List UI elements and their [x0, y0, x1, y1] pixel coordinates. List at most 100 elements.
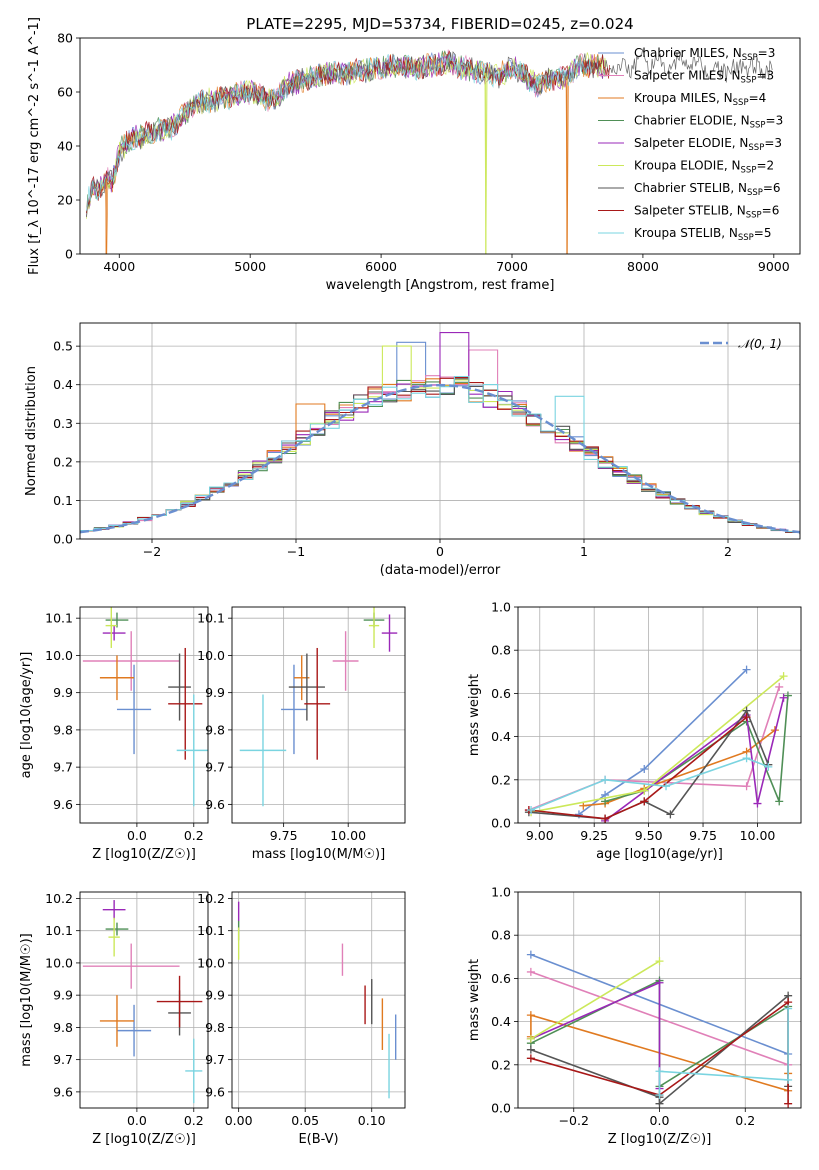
- mass-weight-marker: [783, 691, 792, 700]
- x-tick-label: 10.00: [740, 828, 776, 843]
- y-tick-label: 40: [57, 139, 73, 154]
- x-tick-label: 10.00: [330, 828, 366, 843]
- plot-area: [86, 48, 773, 254]
- y-tick-label: 60: [57, 85, 73, 100]
- legend-entry: Salpeter MILES, NSSP=3: [634, 69, 774, 86]
- errorbar-point: [156, 975, 203, 1028]
- y-tick-label: 9.8: [205, 722, 225, 737]
- axes-frame: [231, 606, 406, 824]
- y-tick-label: 0.4: [491, 1014, 511, 1029]
- y-tick-label: 1.0: [491, 600, 511, 615]
- mass-weight-line: [578, 669, 748, 816]
- x-axis-label: Z [log10(Z/Z☉)]: [608, 1132, 712, 1147]
- y-tick-label: 9.6: [205, 797, 225, 812]
- axes-frame: [79, 891, 209, 1109]
- x-tick-label: −2: [143, 544, 161, 559]
- x-tick-label: −1: [287, 544, 305, 559]
- mass-weight-marker: [784, 1075, 793, 1084]
- y-tick-label: 9.7: [53, 760, 73, 775]
- y-tick-label: 0.2: [53, 454, 73, 469]
- y-tick-label: 9.9: [53, 988, 73, 1003]
- errorbar-point: [185, 1038, 203, 1104]
- x-tick-label: 8000: [627, 259, 659, 274]
- mass-weight-line: [658, 1008, 789, 1095]
- axes-frame: [517, 891, 802, 1109]
- y-tick-label: 1.0: [491, 885, 511, 900]
- mass-weight-marker: [655, 1099, 664, 1108]
- x-tick-label: 0.10: [358, 1113, 386, 1128]
- errorbar-point: [381, 614, 398, 652]
- panel-age-vs-mass: 9.75 10.00 9.6 9.7 9.8 9.9 10.0 10.1 mass [log10…: [197, 606, 406, 862]
- y-tick-label: 0.1: [53, 493, 73, 508]
- y-axis-label: mass weight: [467, 959, 482, 1041]
- mass-weight-marker: [526, 1034, 535, 1043]
- mass-weight-marker: [742, 754, 751, 763]
- mass-weight-line: [604, 697, 785, 822]
- y-tick-label: 9.8: [53, 722, 73, 737]
- normal-reference-curve: [80, 383, 800, 534]
- errorbar-point: [176, 694, 208, 807]
- spectrum-line: [86, 50, 611, 214]
- mass-weight-marker: [655, 957, 664, 966]
- axes-frame: [517, 606, 802, 824]
- x-tick-label: 1: [580, 544, 588, 559]
- panel-mass-vs-ebv: 0.00 0.05 0.10 9.6 9.7 9.8 9.9 10.0 10.1 10.2 E(B-…: [197, 891, 406, 1147]
- mass-weight-marker: [601, 775, 610, 784]
- mass-weight-marker: [640, 765, 649, 773]
- x-tick-label: 4000: [103, 259, 135, 274]
- mass-weight-line: [530, 960, 660, 1040]
- y-tick-label: 10.0: [45, 648, 73, 663]
- errorbar-point: [105, 607, 117, 648]
- mass-weight-line: [530, 757, 769, 811]
- errorbar-point: [281, 664, 307, 755]
- legend-entry: Kroupa MILES, NSSP=4: [634, 91, 766, 108]
- x-tick-label: 6000: [365, 259, 397, 274]
- plot-area: [82, 607, 208, 807]
- errorbar-point: [288, 653, 325, 721]
- legend-entry: Chabrier ELODIE, NSSP=3: [634, 114, 783, 131]
- panel-spectrum: 4000 5000 6000 7000 8000 9000 0 20 40 60 80 Chabrie…: [27, 17, 801, 293]
- x-tick-label: 0.0: [127, 1113, 147, 1128]
- errorbar-point: [168, 647, 203, 760]
- mass-weight-marker: [655, 1067, 664, 1076]
- y-tick-label: 9.7: [53, 1052, 73, 1067]
- legend-entry: Chabrier STELIB, NSSP=6: [634, 181, 781, 198]
- y-tick-label: 0.0: [491, 816, 511, 831]
- mass-weight-marker: [655, 1091, 664, 1100]
- mass-weight-line: [528, 716, 748, 820]
- y-tick-label: 10.0: [197, 955, 225, 970]
- y-tick-label: 80: [57, 31, 73, 46]
- y-tick-label: 9.9: [53, 685, 73, 700]
- errorbar-point: [368, 607, 380, 648]
- y-tick-label: 0.2: [491, 1057, 511, 1072]
- mass-weight-marker: [601, 814, 610, 823]
- mass-weight-line: [528, 686, 780, 811]
- y-tick-label: 10.0: [45, 955, 73, 970]
- panel-residual-histogram: −2 −1 0 1 2 0.0 0.1 0.2 0.3 0.4 0.5 𝒩(0, 1) (data-mo…: [24, 322, 801, 578]
- legend-entry: Kroupa ELODIE, NSSP=2: [634, 159, 774, 176]
- y-tick-label: 9.7: [205, 760, 225, 775]
- y-tick-label: 0.6: [491, 971, 511, 986]
- y-tick-label: 0.6: [491, 686, 511, 701]
- x-axis-label: Z [log10(Z/Z☉)]: [92, 847, 196, 862]
- mass-weight-marker: [655, 978, 664, 987]
- x-tick-label: 7000: [496, 259, 528, 274]
- plot-area: [82, 900, 203, 1104]
- panel-age-vs-metallicity: 0.0 0.2 9.6 9.7 9.8 9.9 10.0 10.1 Z [log10(Z/Z☉)…: [19, 606, 209, 862]
- mass-weight-marker: [775, 797, 784, 806]
- plot-area: [526, 950, 793, 1108]
- x-tick-label: 9.00: [526, 828, 554, 843]
- errorbar-point: [99, 655, 135, 701]
- x-axis-label: mass [log10(M/M☉)]: [252, 847, 385, 862]
- y-tick-label: 10.1: [45, 611, 73, 626]
- y-axis-label: mass weight: [467, 674, 482, 756]
- mass-weight-marker: [579, 801, 588, 810]
- mass-weight-marker: [753, 799, 762, 808]
- legend-entry: Chabrier MILES, NSSP=3: [634, 46, 775, 63]
- y-tick-label: 9.6: [205, 1084, 225, 1099]
- mass-weight-marker: [526, 1054, 535, 1063]
- y-tick-label: 9.8: [53, 1020, 73, 1035]
- mass-weight-marker: [526, 967, 535, 976]
- x-tick-label: −0.2: [559, 1113, 589, 1128]
